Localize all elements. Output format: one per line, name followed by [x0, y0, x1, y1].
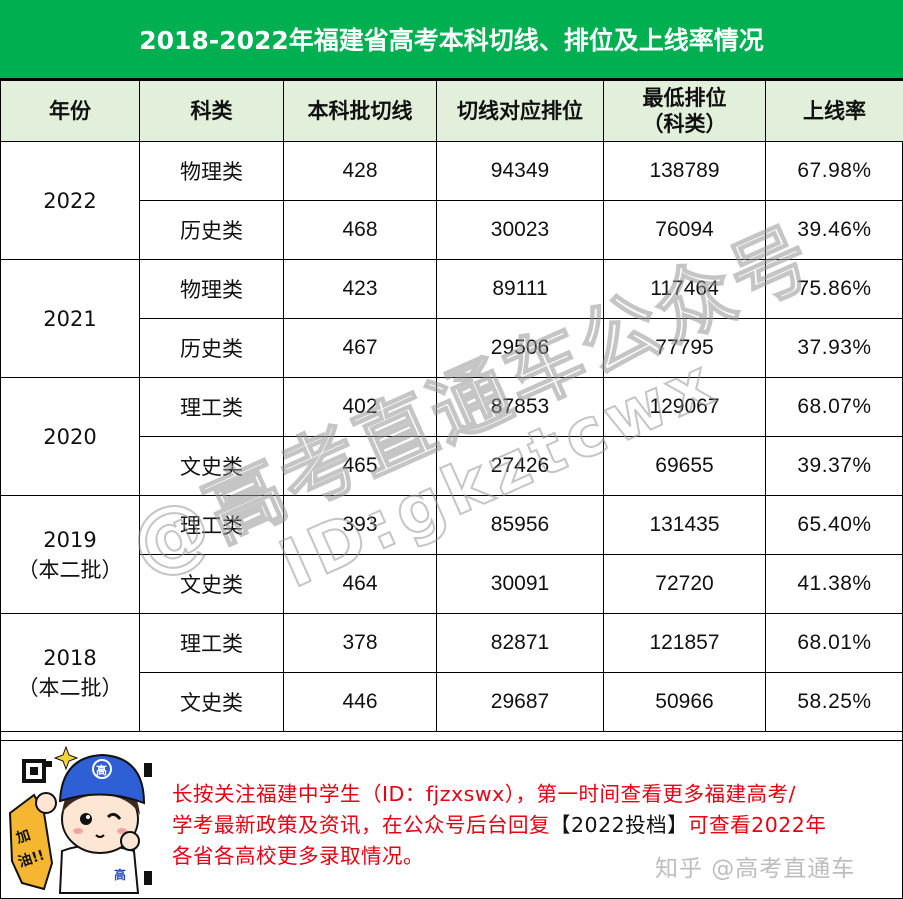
year-note: （本二批）	[17, 675, 123, 700]
lowest-rank-cell: 69655	[603, 436, 766, 496]
svg-text:高: 高	[114, 867, 126, 882]
header-category: 科类	[139, 80, 284, 142]
category-cell: 物理类	[139, 259, 284, 319]
footer-keyword: 【2022投档】	[550, 813, 689, 837]
cutoff-cell: 465	[283, 436, 437, 496]
header-lowest-rank-label: 最低排位	[642, 86, 727, 110]
header-year: 年份	[0, 80, 140, 142]
lowest-rank-cell: 76094	[603, 200, 766, 260]
cutoff-cell: 468	[283, 200, 437, 260]
lowest-rank-cell: 72720	[603, 554, 766, 614]
rate-cell: 37.93%	[765, 318, 903, 378]
svg-text:加: 加	[13, 827, 32, 847]
lowest-rank-cell: 117464	[603, 259, 766, 319]
cutoff-cell: 393	[283, 495, 437, 555]
cutoff-cell: 464	[283, 554, 437, 614]
cutoff-rank-cell: 30091	[436, 554, 604, 614]
rate-cell: 39.46%	[765, 200, 903, 260]
category-cell: 文史类	[139, 672, 284, 732]
table-row: 文史类 446 29687 50966 58.25%	[1, 672, 903, 732]
year-cell: 2021	[0, 259, 140, 378]
cutoff-rank-cell: 82871	[436, 613, 604, 673]
cutoff-rank-cell: 29506	[436, 318, 604, 378]
category-cell: 文史类	[139, 436, 284, 496]
category-cell: 文史类	[139, 554, 284, 614]
header-cutoff: 本科批切线	[283, 80, 437, 142]
table-row: 文史类 465 27426 69655 39.37%	[1, 436, 903, 496]
year-cell: 2020	[0, 377, 140, 496]
category-cell: 历史类	[139, 318, 284, 378]
header-cutoff-rank: 切线对应排位	[436, 80, 604, 142]
table-row: 2018 （本二批） 理工类 378 82871 121857 68.01%	[0, 613, 903, 732]
header-lowest-rank: 最低排位 （科类）	[603, 80, 766, 142]
cutoff-cell: 446	[283, 672, 437, 732]
year-label: 2021	[43, 306, 97, 331]
header-rate: 上线率	[765, 80, 903, 142]
rate-cell: 67.98%	[765, 141, 903, 201]
zhihu-watermark: 知乎 @高考直通车	[655, 856, 856, 882]
table-row: 2020 理工类 402 87853 129067 68.07%	[0, 377, 903, 496]
category-cell: 理工类	[139, 613, 284, 673]
table-row: 历史类 468 30023 76094 39.46%	[1, 200, 903, 260]
cutoff-cell: 378	[283, 613, 437, 673]
lowest-rank-cell: 131435	[603, 495, 766, 555]
cutoff-rank-cell: 85956	[436, 495, 604, 555]
cheering-mascot-icon: 加 油!! 高 高	[8, 745, 152, 894]
category-cell: 历史类	[139, 200, 284, 260]
category-cell: 物理类	[139, 141, 284, 201]
rate-cell: 41.38%	[765, 554, 903, 614]
table-row: 2021 物理类 423 89111 117464 75.86%	[0, 259, 903, 378]
year-label: 2019	[43, 527, 97, 552]
footer-line-2: 学考最新政策及资讯，在公众号后台回复【2022投档】可查看2022年	[172, 810, 897, 841]
header-row: 年份 科类 本科批切线 切线对应排位 最低排位 （科类） 上线率	[0, 80, 903, 142]
cutoff-rank-cell: 94349	[436, 141, 604, 201]
lowest-rank-cell: 50966	[603, 672, 766, 732]
footer-line-3: 各省各高校更多录取情况。	[172, 844, 424, 868]
lowest-rank-cell: 129067	[603, 377, 766, 437]
cutoff-rank-cell: 30023	[436, 200, 604, 260]
cutoff-rank-cell: 87853	[436, 377, 604, 437]
rate-cell: 68.01%	[765, 613, 903, 673]
lowest-rank-cell: 138789	[603, 141, 766, 201]
cutoff-cell: 423	[283, 259, 437, 319]
rate-cell: 39.37%	[765, 436, 903, 496]
footer-line-2-b: 可查看2022年	[688, 813, 827, 837]
year-label: 2022	[43, 188, 97, 213]
header-lowest-rank-sub: （科类）	[642, 112, 727, 136]
table-row: 文史类 464 30091 72720 41.38%	[1, 554, 903, 614]
category-cell: 理工类	[139, 495, 284, 555]
rate-cell: 58.25%	[765, 672, 903, 732]
svg-text:高: 高	[96, 763, 107, 777]
footer-banner: 加 油!! 高 高 长按关注福建中学生（ID：fjzxswx），第一时间查看更多…	[0, 740, 903, 899]
lowest-rank-cell: 77795	[603, 318, 766, 378]
lowest-rank-cell: 121857	[603, 613, 766, 673]
year-label: 2020	[43, 424, 97, 449]
table-row: 2019 （本二批） 理工类 393 85956 131435 65.40%	[0, 495, 903, 614]
footer-line-2-a: 学考最新政策及资讯，在公众号后台回复	[172, 813, 550, 837]
year-note: （本二批）	[17, 557, 123, 582]
cutoff-cell: 402	[283, 377, 437, 437]
table-row: 2022 物理类 428 94349 138789 67.98%	[0, 141, 903, 260]
page-title: 2018-2022年福建省高考本科切线、排位及上线率情况	[0, 0, 903, 80]
rate-cell: 75.86%	[765, 259, 903, 319]
cutoff-rank-cell: 29687	[436, 672, 604, 732]
year-cell: 2018 （本二批）	[0, 613, 140, 732]
year-cell: 2022	[0, 141, 140, 260]
footer-line-1: 长按关注福建中学生（ID：fjzxswx），第一时间查看更多福建高考/	[172, 782, 796, 806]
category-cell: 理工类	[139, 377, 284, 437]
cutoff-cell: 428	[283, 141, 437, 201]
cutoff-cell: 467	[283, 318, 437, 378]
admission-table: 年份 科类 本科批切线 切线对应排位 最低排位 （科类） 上线率 2022 物理…	[0, 80, 903, 732]
cutoff-rank-cell: 89111	[436, 259, 604, 319]
footer-promo-text: 长按关注福建中学生（ID：fjzxswx），第一时间查看更多福建高考/ 学考最新…	[172, 779, 897, 872]
cutoff-rank-cell: 27426	[436, 436, 604, 496]
rate-cell: 65.40%	[765, 495, 903, 555]
rate-cell: 68.07%	[765, 377, 903, 437]
year-cell: 2019 （本二批）	[0, 495, 140, 614]
year-label: 2018	[43, 645, 97, 670]
